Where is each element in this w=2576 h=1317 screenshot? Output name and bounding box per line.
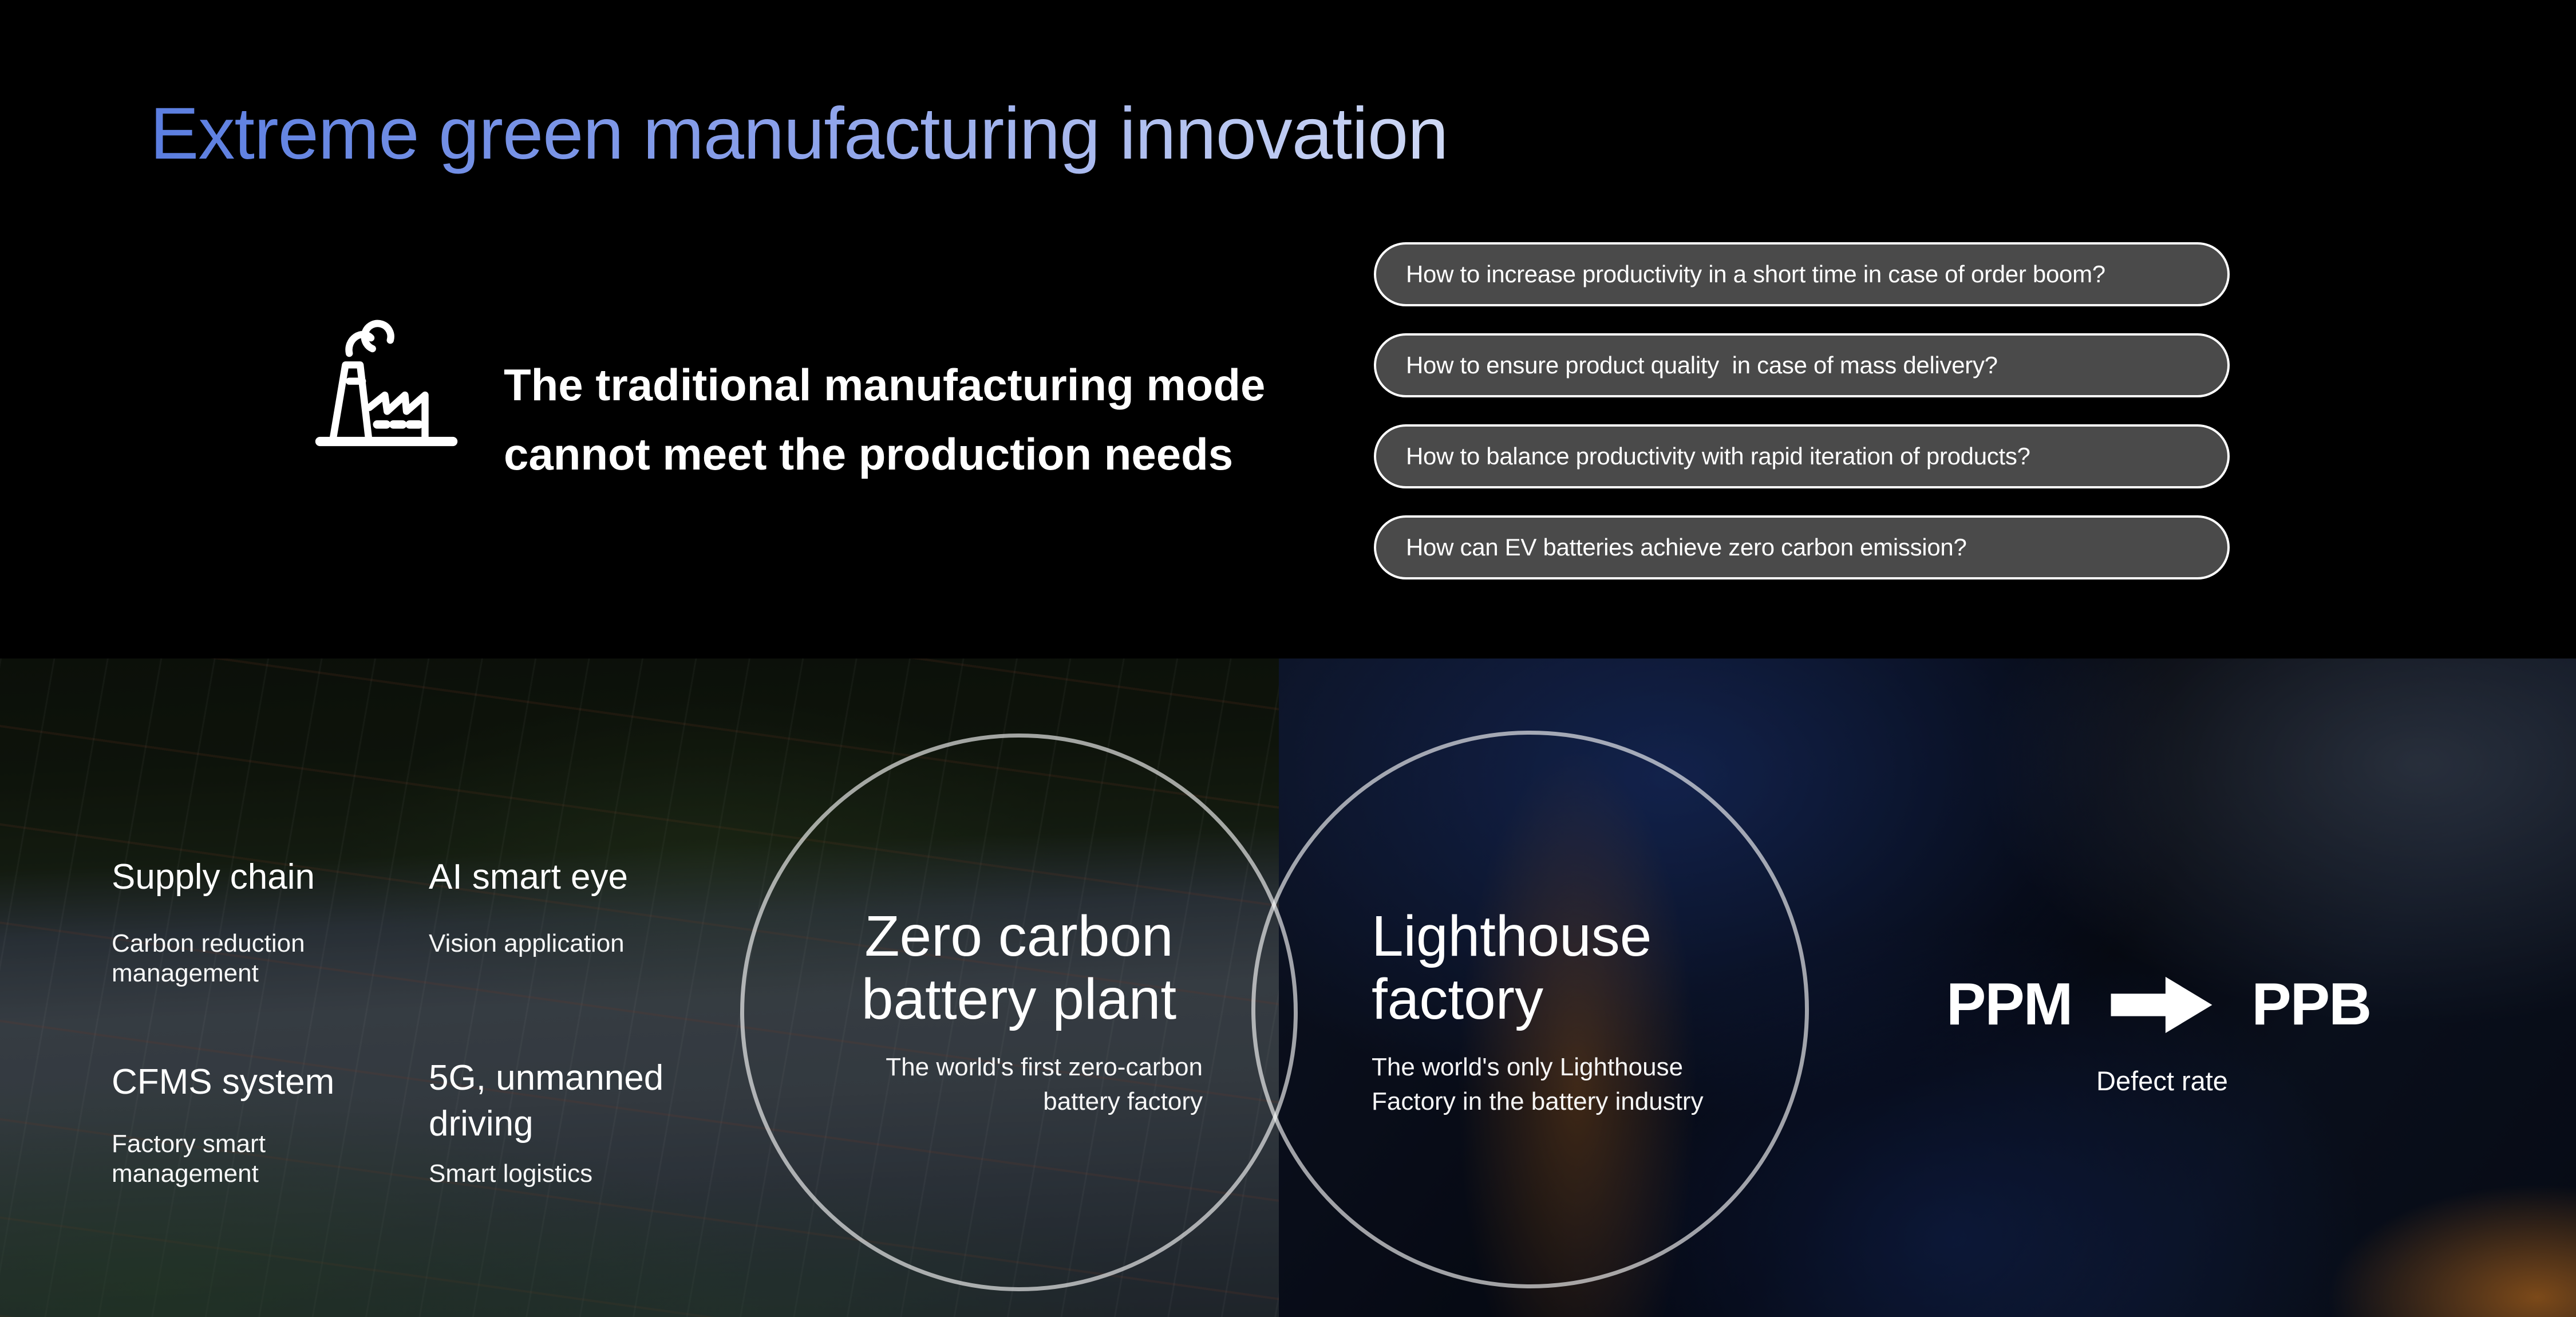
- highlight-subtitle-line: battery factory: [1043, 1087, 1203, 1115]
- highlight-title-line: Zero carbon: [864, 904, 1174, 968]
- question-pill: How to balance productivity with rapid i…: [1374, 424, 2230, 488]
- feature-subtitle-line: management: [112, 959, 259, 987]
- page-title: Extreme green manufacturing innovation: [150, 93, 1448, 175]
- feature-5g-driving-subtitle: Smart logistics: [429, 1159, 592, 1189]
- feature-subtitle-line: Smart logistics: [429, 1160, 593, 1188]
- metric-label: Defect rate: [2096, 1066, 2228, 1096]
- feature-subtitle-line: Factory smart: [112, 1130, 266, 1158]
- zero-carbon-subtitle: The world's first zero-carbon battery fa…: [802, 1050, 1203, 1119]
- highlight-title-line: factory: [1372, 967, 1544, 1031]
- question-text: How to increase productivity in a short …: [1406, 261, 2105, 287]
- problem-line: The traditional manufacturing mode: [504, 360, 1266, 410]
- problem-statement: The traditional manufacturing mode canno…: [504, 350, 1265, 489]
- question-text: How to balance productivity with rapid i…: [1406, 443, 2030, 470]
- feature-title-line: driving: [429, 1104, 534, 1143]
- problem-line: cannot meet the production needs: [504, 429, 1234, 479]
- defect-rate-metric: PPM PPB: [1946, 971, 2372, 1039]
- feature-ai-smart-eye-title: AI smart eye: [429, 854, 628, 900]
- factory-icon: [315, 320, 458, 447]
- lighthouse-circle: [1251, 731, 1809, 1288]
- question-list: How to increase productivity in a short …: [1374, 242, 2230, 579]
- metric-from-value: PPM: [1946, 971, 2073, 1038]
- feature-title-line: CFMS system: [112, 1062, 335, 1102]
- feature-5g-driving-title: 5G, unmanned driving: [429, 1055, 663, 1147]
- question-text: How to ensure product quality in case of…: [1406, 352, 1998, 378]
- highlight-subtitle-line: The world's first zero-carbon: [886, 1053, 1203, 1081]
- feature-supply-chain-subtitle: Carbon reduction management: [112, 929, 305, 988]
- lighthouse-title: Lighthouse factory: [1372, 905, 1652, 1031]
- highlight-subtitle-line: Factory in the battery industry: [1372, 1087, 1704, 1115]
- feature-cfms-subtitle: Factory smart management: [112, 1129, 266, 1189]
- feature-subtitle-line: Vision application: [429, 929, 625, 957]
- question-text: How can EV batteries achieve zero carbon…: [1406, 534, 1967, 561]
- feature-supply-chain-title: Supply chain: [112, 854, 315, 900]
- lighthouse-subtitle: The world's only Lighthouse Factory in t…: [1372, 1050, 1704, 1119]
- feature-title-line: Supply chain: [112, 857, 315, 897]
- highlight-title-line: Lighthouse: [1372, 904, 1652, 968]
- feature-subtitle-line: management: [112, 1160, 259, 1188]
- arrow-right-icon: [2111, 976, 2212, 1033]
- feature-title-line: 5G, unmanned: [429, 1058, 664, 1098]
- highlight-subtitle-line: The world's only Lighthouse: [1372, 1053, 1684, 1081]
- question-pill: How to increase productivity in a short …: [1374, 242, 2230, 306]
- highlight-title-line: battery plant: [861, 967, 1177, 1031]
- metric-to-value: PPB: [2251, 971, 2372, 1038]
- feature-title-line: AI smart eye: [429, 857, 628, 897]
- zero-carbon-title: Zero carbon battery plant: [740, 905, 1298, 1031]
- feature-subtitle-line: Carbon reduction: [112, 929, 305, 957]
- showcase-section: Supply chain Carbon reduction management…: [0, 658, 2576, 1317]
- question-pill: How to ensure product quality in case of…: [1374, 333, 2230, 397]
- question-pill: How can EV batteries achieve zero carbon…: [1374, 515, 2230, 579]
- feature-ai-smart-eye-subtitle: Vision application: [429, 929, 625, 959]
- feature-cfms-title: CFMS system: [112, 1059, 334, 1105]
